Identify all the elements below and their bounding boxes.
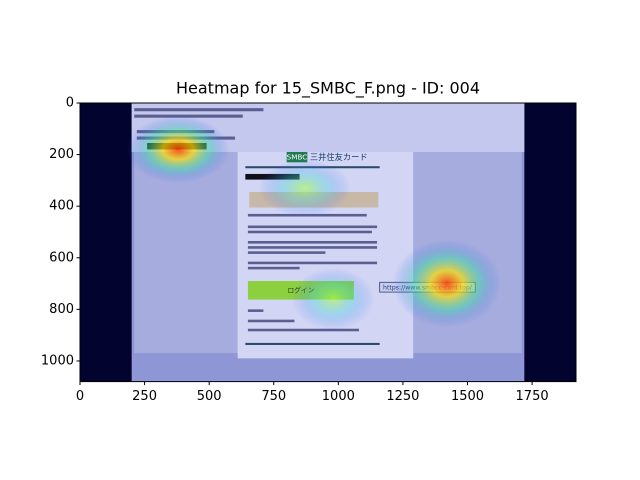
y-tick-label: 600 [49, 250, 74, 265]
x-tick-label: 0 [76, 389, 84, 404]
y-tick-label: 1000 [41, 353, 74, 368]
x-tick-label: 1000 [322, 389, 355, 404]
y-tick-label: 800 [49, 302, 74, 317]
y-tick-label: 0 [66, 96, 74, 111]
logo-text: SMBC [287, 152, 308, 161]
x-tick-label: 1750 [516, 389, 549, 404]
x-tick-label: 750 [261, 389, 286, 404]
x-tick-label: 500 [197, 389, 222, 404]
axes-frame [79, 102, 577, 383]
heatmap-image: SMBC 三井住友カード ログイン https://www.smbcc-card… [80, 103, 576, 382]
y-tick-label: 200 [49, 147, 74, 162]
x-tick-label: 250 [132, 389, 157, 404]
y-tick-label: 400 [49, 199, 74, 214]
x-tick-label: 1500 [451, 389, 484, 404]
brand-text: 三井住友カード [310, 152, 368, 162]
x-tick-label: 1250 [386, 389, 419, 404]
chart-title: Heatmap for 15_SMBC_F.png - ID: 004 [176, 79, 480, 99]
